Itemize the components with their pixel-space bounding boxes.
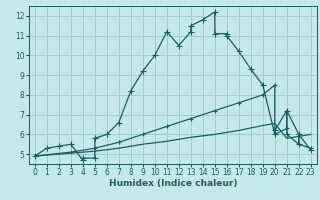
X-axis label: Humidex (Indice chaleur): Humidex (Indice chaleur) [108, 179, 237, 188]
